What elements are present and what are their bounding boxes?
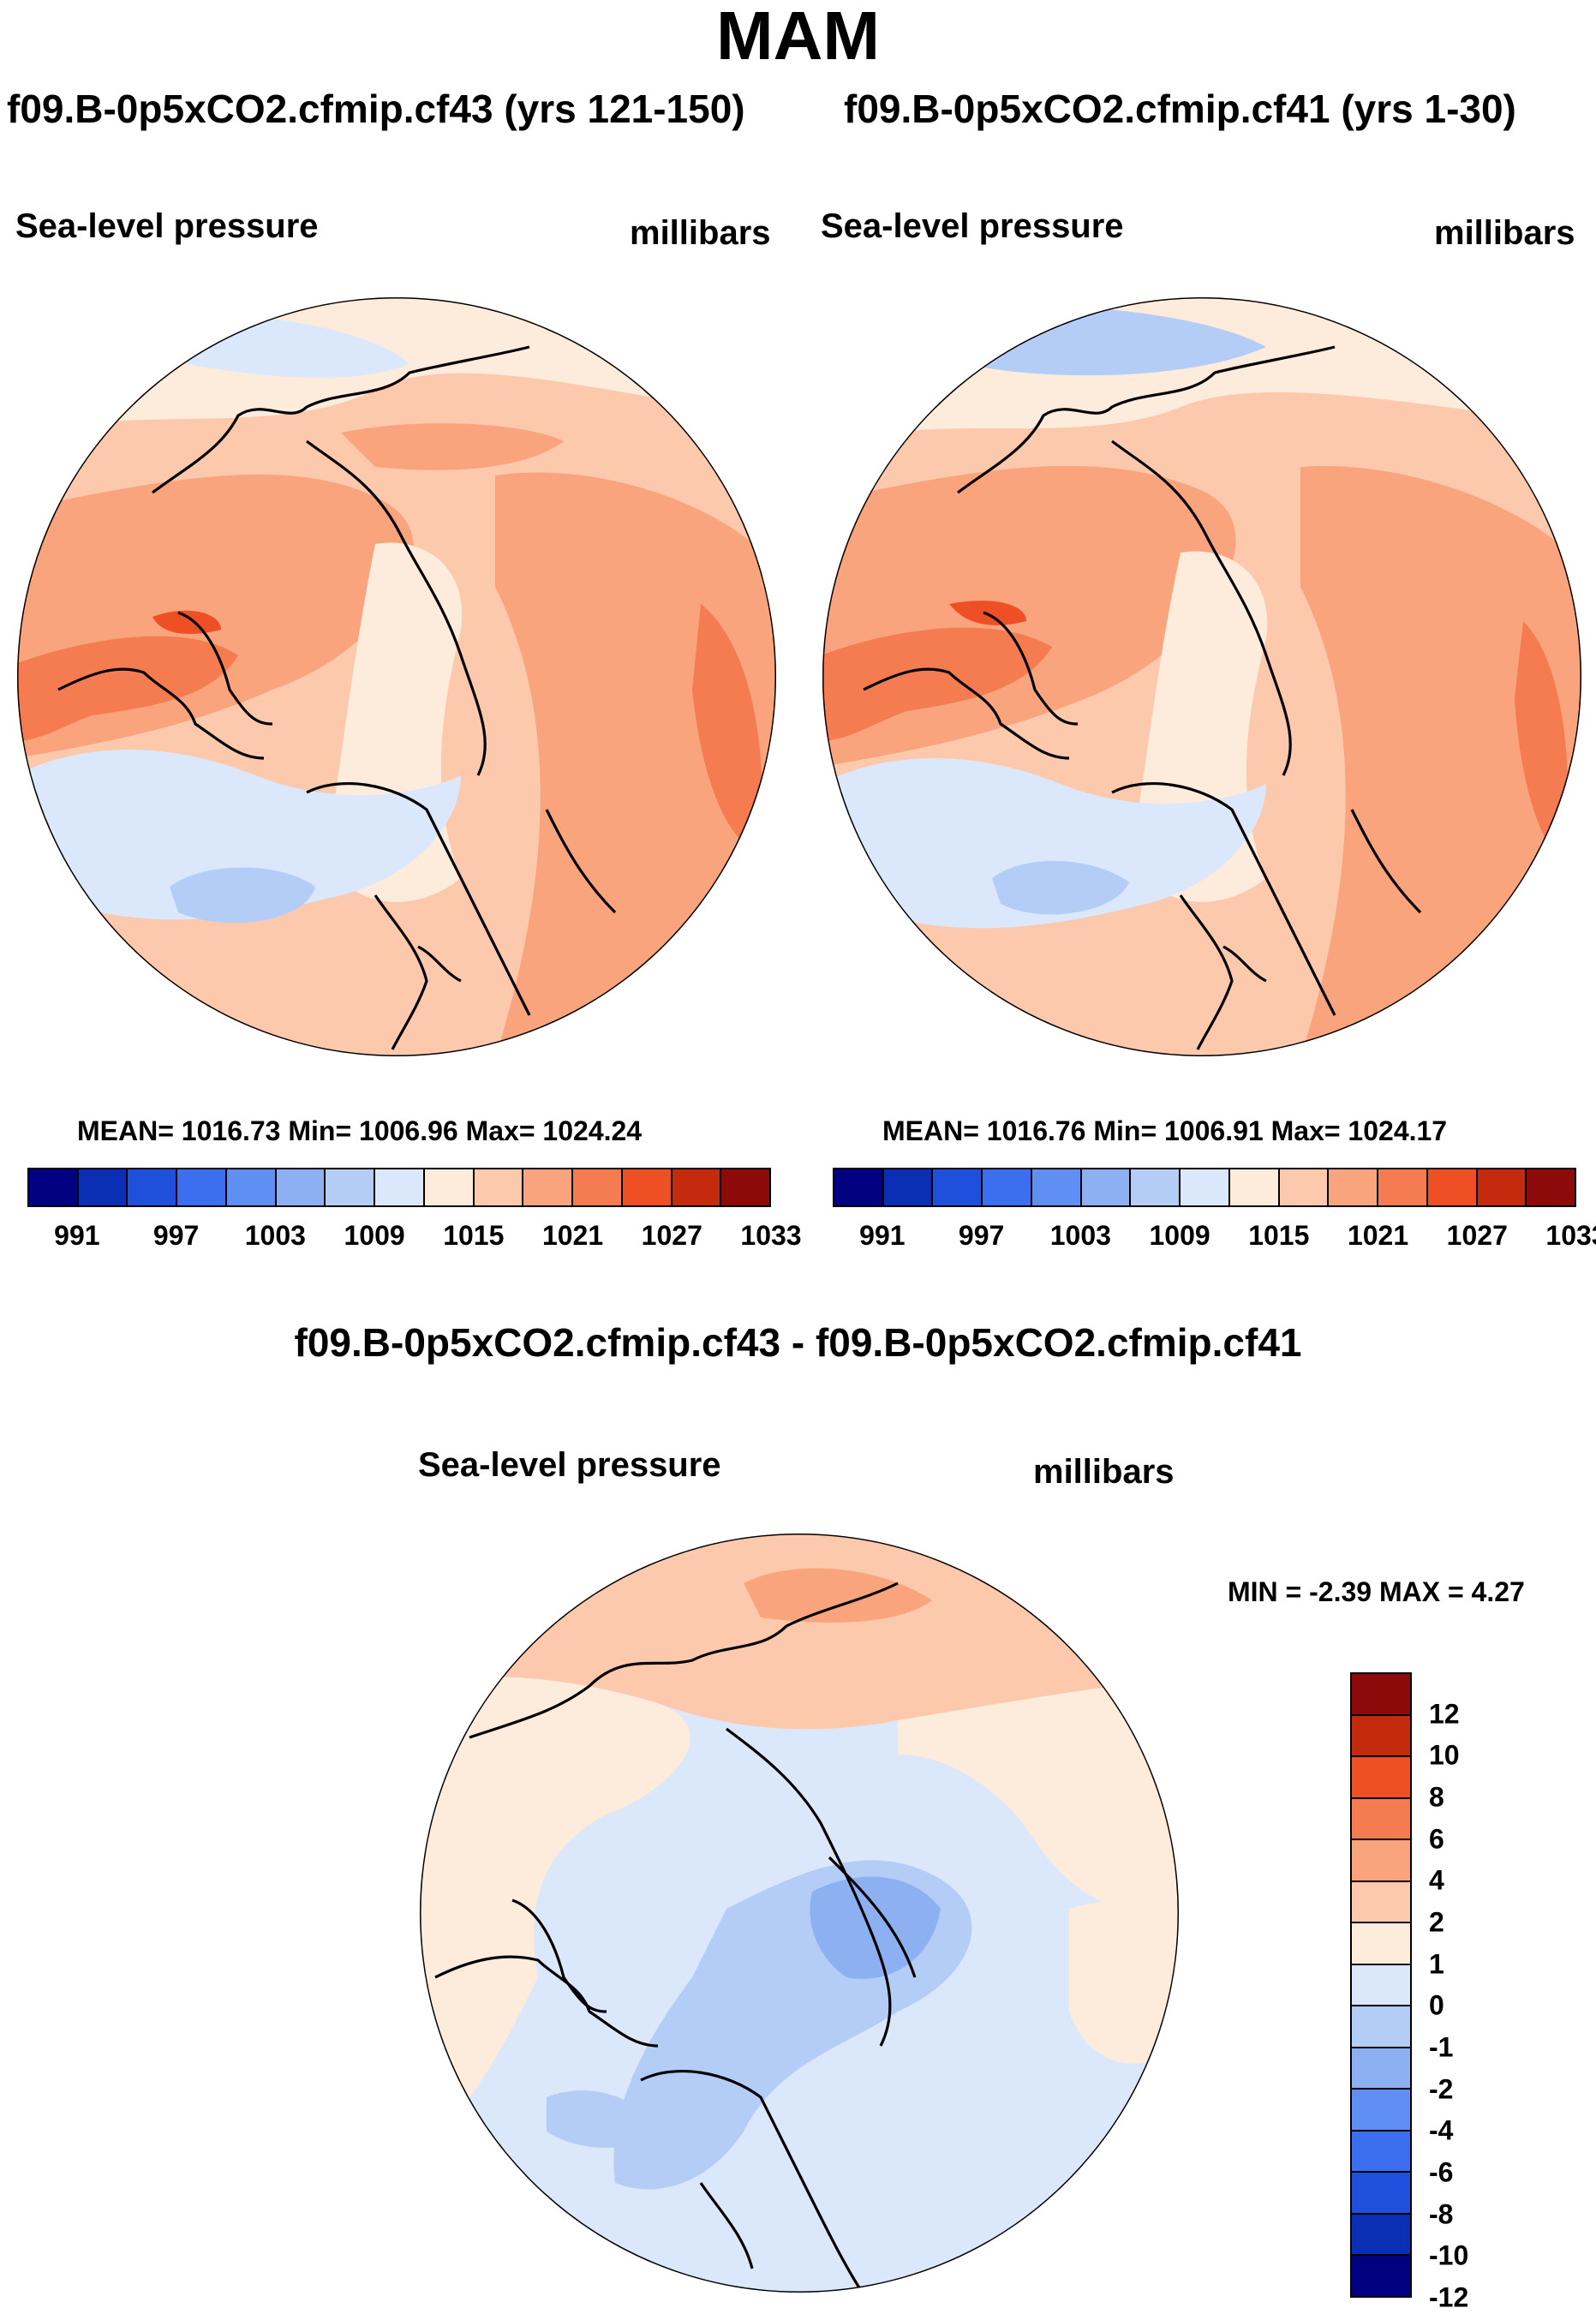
- colorbar-tick-label: 8: [1429, 1781, 1444, 1813]
- colorbar-swatch: [424, 1169, 475, 1205]
- colorbar-swatch: [1352, 1757, 1410, 1799]
- colorbar-tick-label: 10: [1429, 1739, 1460, 1771]
- colorbar-tick-label: 1009: [344, 1220, 405, 1251]
- colorbar-tick-label: 0: [1429, 1989, 1444, 2021]
- difference-title: f09.B-0p5xCO2.cfmip.cf43 - f09.B-0p5xCO2…: [294, 1320, 1302, 1365]
- panel-2-case-title: f09.B-0p5xCO2.cfmip.cf41 (yrs 1-30): [844, 87, 1516, 131]
- colorbar-swatch: [1378, 1169, 1428, 1205]
- difference-variable: Sea-level pressure: [418, 1446, 721, 1484]
- panel-2-polar-map: [822, 297, 1581, 1056]
- colorbar-tick-label: 1027: [641, 1220, 702, 1251]
- panel-1-polar-map: [17, 297, 776, 1056]
- colorbar-swatch: [1477, 1169, 1527, 1205]
- difference-colorbar: [1350, 1672, 1412, 2298]
- colorbar-swatch: [226, 1169, 277, 1205]
- colorbar-tick-label: 6: [1429, 1823, 1444, 1855]
- colorbar-swatch: [1352, 1923, 1410, 1965]
- colorbar-tick-label: 1: [1429, 1948, 1444, 1980]
- colorbar-swatch: [29, 1169, 79, 1205]
- panel-1-variable: Sea-level pressure: [15, 207, 319, 245]
- colorbar-tick-label: -4: [1429, 2114, 1454, 2146]
- colorbar-swatch: [1352, 2256, 1410, 2296]
- colorbar-tick-label: 991: [859, 1220, 906, 1251]
- colorbar-tick-label: -8: [1429, 2198, 1454, 2230]
- colorbar-tick-label: 1021: [541, 1220, 604, 1251]
- colorbar-swatch: [573, 1169, 623, 1205]
- colorbar-swatch: [1352, 1964, 1410, 2007]
- difference-polar-map: [420, 1534, 1179, 2293]
- colorbar-tick-label: -2: [1429, 2073, 1454, 2105]
- colorbar-tick-label: 991: [54, 1220, 100, 1251]
- panel-1-units: millibars: [630, 214, 771, 252]
- difference-units: millibars: [1033, 1453, 1175, 1491]
- colorbar-swatch: [1352, 2090, 1410, 2132]
- colorbar-swatch: [1352, 2048, 1410, 2090]
- colorbar-tick-label: 1033: [1545, 1220, 1596, 1251]
- colorbar-tick-label: 1015: [443, 1220, 505, 1251]
- colorbar-swatch: [1352, 1674, 1410, 1716]
- panel-2-stats: MEAN= 1016.76 Min= 1006.91 Max= 1024.17: [882, 1115, 1448, 1146]
- colorbar-swatch: [933, 1169, 983, 1205]
- colorbar-swatch: [1229, 1169, 1280, 1205]
- colorbar-tick-label: -1: [1429, 2031, 1454, 2063]
- colorbar-tick-label: -12: [1429, 2281, 1469, 2313]
- season-title: MAM: [715, 0, 881, 74]
- panel-2-variable: Sea-level pressure: [821, 207, 1124, 245]
- colorbar-swatch: [1279, 1169, 1330, 1205]
- colorbar-swatch: [523, 1169, 574, 1205]
- colorbar-swatch: [983, 1169, 1032, 1205]
- colorbar-tick-label: 1027: [1446, 1220, 1508, 1251]
- colorbar-swatch: [177, 1169, 227, 1205]
- colorbar-tick-label: 1009: [1149, 1220, 1210, 1251]
- colorbar-swatch: [1131, 1169, 1181, 1205]
- colorbar-swatch: [1329, 1169, 1379, 1205]
- colorbar-swatch: [1352, 1715, 1410, 1758]
- colorbar-swatch: [474, 1169, 524, 1205]
- colorbar-swatch: [721, 1169, 770, 1205]
- colorbar-swatch: [1352, 1798, 1410, 1841]
- colorbar-tick-label: 2: [1429, 1906, 1444, 1938]
- colorbar-swatch: [622, 1169, 672, 1205]
- colorbar-swatch: [883, 1169, 934, 1205]
- colorbar-swatch: [128, 1169, 178, 1205]
- colorbar-swatch: [1427, 1169, 1478, 1205]
- colorbar-swatch: [78, 1169, 129, 1205]
- colorbar-tick-label: -10: [1429, 2239, 1469, 2271]
- colorbar-swatch: [375, 1169, 425, 1205]
- colorbar-tick-label: 1015: [1248, 1220, 1310, 1251]
- colorbar-swatch: [834, 1169, 884, 1205]
- colorbar-swatch: [276, 1169, 326, 1205]
- panel-2-units: millibars: [1434, 214, 1575, 252]
- colorbar-tick-label: 997: [152, 1220, 200, 1251]
- colorbar-tick-label: 1033: [740, 1220, 802, 1251]
- panel-1-stats: MEAN= 1016.73 Min= 1006.96 Max= 1024.24: [77, 1115, 643, 1146]
- colorbar-tick-label: -6: [1429, 2156, 1454, 2188]
- panel-1-colorbar: [27, 1168, 771, 1207]
- colorbar-swatch: [672, 1169, 722, 1205]
- colorbar-swatch: [1352, 2131, 1410, 2173]
- colorbar-tick-label: 4: [1429, 1864, 1444, 1896]
- difference-minmax: MIN = -2.39 MAX = 4.27: [1228, 1576, 1525, 1607]
- colorbar-tick-label: 1003: [1049, 1220, 1111, 1251]
- colorbar-swatch: [1352, 1881, 1410, 1924]
- colorbar-swatch: [1031, 1169, 1082, 1205]
- colorbar-swatch: [326, 1169, 376, 1205]
- colorbar-swatch: [1181, 1169, 1230, 1205]
- colorbar-swatch: [1352, 2006, 1410, 2048]
- colorbar-swatch: [1527, 1169, 1575, 1205]
- panel-2-colorbar: [833, 1168, 1576, 1207]
- colorbar-tick-label: 997: [958, 1220, 1005, 1251]
- colorbar-swatch: [1352, 1840, 1410, 1882]
- colorbar-tick-label: 1003: [244, 1220, 306, 1251]
- colorbar-tick-label: 1021: [1347, 1220, 1409, 1251]
- panel-1-case-title: f09.B-0p5xCO2.cfmip.cf43 (yrs 121-150): [7, 87, 745, 131]
- colorbar-swatch: [1352, 2214, 1410, 2257]
- colorbar-swatch: [1081, 1169, 1132, 1205]
- colorbar-swatch: [1352, 2173, 1410, 2215]
- colorbar-tick-label: 12: [1429, 1698, 1460, 1730]
